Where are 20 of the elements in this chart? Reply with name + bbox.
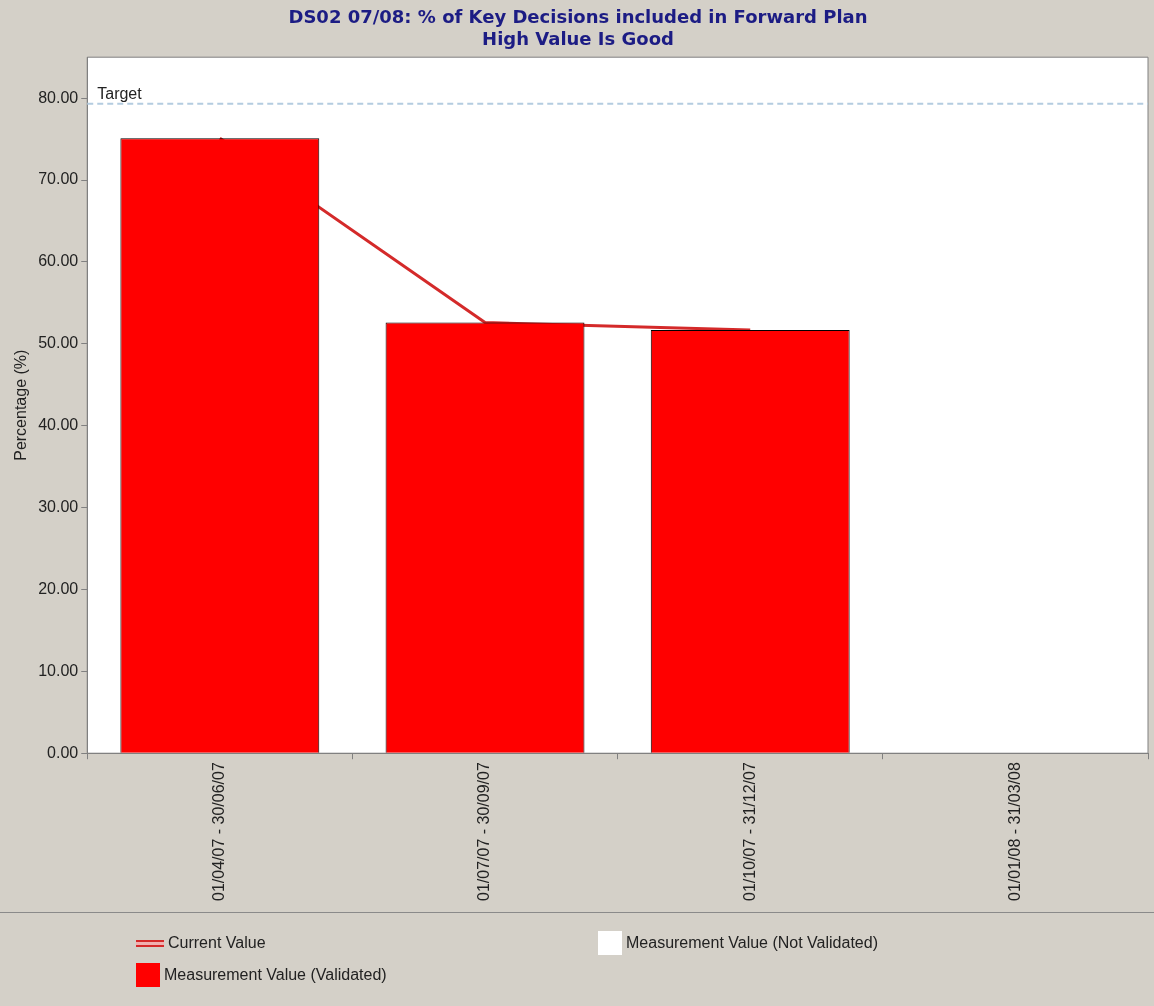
y-tick-label: 30.00 [38,497,79,515]
legend-label: Current Value [168,934,266,952]
x-tick-label: 01/01/08 - 31/03/08 [1005,762,1023,901]
y-tick-label: 40.00 [38,416,79,434]
y-tick-label: 20.00 [38,579,79,597]
y-tick-label: 0.00 [47,743,79,761]
y-tick-label: 70.00 [38,170,79,188]
x-tick-label: 01/04/07 - 30/06/07 [210,762,228,901]
text: DS02 07/08: % of Key Decisions included in Forward Plan [288,6,868,28]
y-tick-label: 10.00 [38,661,79,679]
legend-label: Measurement Value (Not Validated) [626,934,878,952]
legend-label: Measurement Value (Validated) [164,966,387,984]
x-tick-label: 01/10/07 - 31/12/07 [740,762,758,901]
text: High Value Is Good [482,28,674,50]
ref-line-label: Target [97,85,143,103]
y-tick-label: 60.00 [38,252,79,270]
y-tick-label: 80.00 [38,88,79,106]
x-tick-label: 01/07/07 - 30/09/07 [475,762,493,901]
y-tick-label: 50.00 [38,334,79,352]
y-axis-title: Percentage (%) [12,349,30,461]
